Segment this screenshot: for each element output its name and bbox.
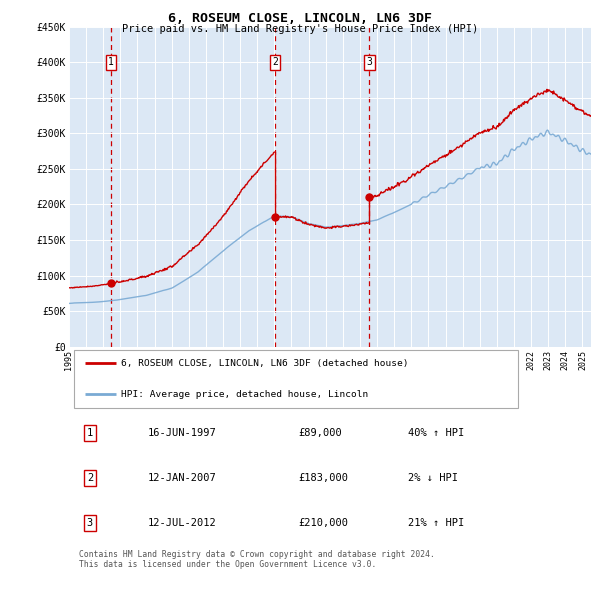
Point	[106, 278, 116, 288]
Text: Contains HM Land Registry data © Crown copyright and database right 2024.
This d: Contains HM Land Registry data © Crown c…	[79, 549, 436, 569]
Text: HPI: Average price, detached house, Lincoln: HPI: Average price, detached house, Linc…	[121, 390, 368, 399]
Text: 2: 2	[87, 473, 93, 483]
Text: 1: 1	[108, 57, 114, 67]
Text: 6, ROSEUM CLOSE, LINCOLN, LN6 3DF: 6, ROSEUM CLOSE, LINCOLN, LN6 3DF	[168, 12, 432, 25]
Text: 2: 2	[272, 57, 278, 67]
Text: £183,000: £183,000	[299, 473, 349, 483]
Text: 2% ↓ HPI: 2% ↓ HPI	[409, 473, 458, 483]
Text: Price paid vs. HM Land Registry's House Price Index (HPI): Price paid vs. HM Land Registry's House …	[122, 24, 478, 34]
Text: 3: 3	[87, 518, 93, 528]
Text: 3: 3	[366, 57, 372, 67]
Point	[270, 212, 280, 221]
Text: £89,000: £89,000	[299, 428, 343, 438]
FancyBboxPatch shape	[74, 350, 518, 408]
Text: 40% ↑ HPI: 40% ↑ HPI	[409, 428, 464, 438]
Point	[364, 193, 374, 202]
Text: 21% ↑ HPI: 21% ↑ HPI	[409, 518, 464, 528]
Text: 12-JAN-2007: 12-JAN-2007	[148, 473, 216, 483]
Text: 6, ROSEUM CLOSE, LINCOLN, LN6 3DF (detached house): 6, ROSEUM CLOSE, LINCOLN, LN6 3DF (detac…	[121, 359, 409, 368]
Text: 16-JUN-1997: 16-JUN-1997	[148, 428, 216, 438]
Text: 1: 1	[87, 428, 93, 438]
Text: 12-JUL-2012: 12-JUL-2012	[148, 518, 216, 528]
Text: £210,000: £210,000	[299, 518, 349, 528]
